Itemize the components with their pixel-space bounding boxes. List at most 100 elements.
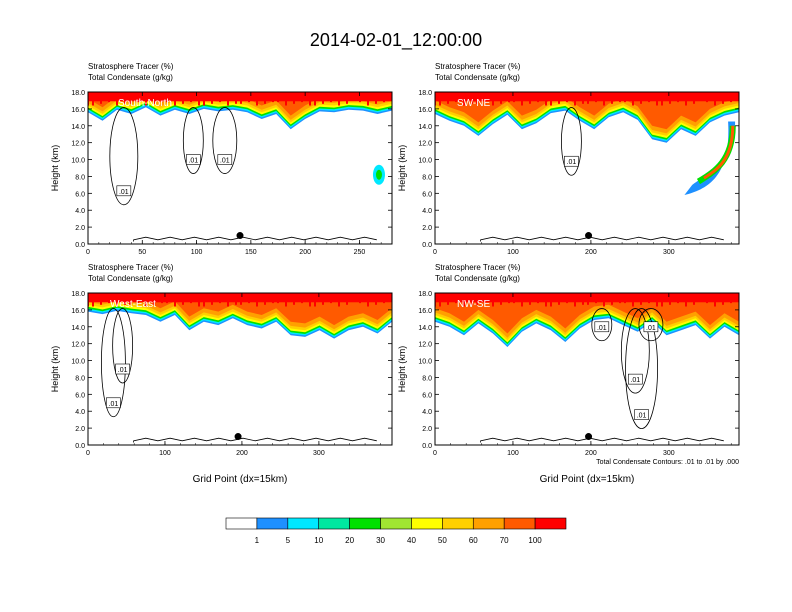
- colorbar-label: 70: [500, 536, 509, 545]
- y-tick-label: 18.0: [418, 90, 432, 97]
- colorbar-box: [225, 517, 258, 530]
- header-tracer: Stratosphere Tracer (%): [435, 62, 521, 71]
- y-axis-label: Height (km): [50, 346, 60, 393]
- contour-label-box: [186, 154, 201, 165]
- panel-frame: [87, 91, 393, 245]
- y-axis-label: Height (km): [397, 145, 407, 192]
- y-tick-label: 8.0: [422, 375, 432, 382]
- y-tick-label: 6.0: [422, 392, 432, 399]
- x-tick-label: 0: [433, 249, 437, 256]
- x-tick-label: 300: [663, 249, 675, 256]
- colorbar: 1 5 10 20 30 40 50 60 70 100: [225, 517, 567, 545]
- location-marker: [236, 232, 244, 240]
- header-tracer: Stratosphere Tracer (%): [88, 62, 174, 71]
- colorbar-box: [472, 517, 505, 530]
- colorbar-label: 10: [314, 536, 323, 545]
- x-tick-label: 100: [159, 450, 171, 457]
- colorbar-box: [411, 517, 443, 530]
- y-tick-label: 10.0: [71, 359, 85, 366]
- y-tick-label: 18.0: [71, 291, 85, 298]
- panel-west-east: .01 .01 West-East Stratosphere Tracer (%) To…: [50, 263, 393, 485]
- y-tick-label: 12.0: [418, 342, 432, 349]
- x-tick-label: 150: [245, 249, 257, 256]
- x-tick-label: 100: [191, 249, 203, 256]
- plot-area: [88, 92, 392, 242]
- contour-label: .01: [118, 367, 128, 374]
- x-tick-label: 300: [313, 450, 325, 457]
- colorbar-box: [287, 517, 320, 530]
- y-tick-label: 14.0: [71, 325, 85, 332]
- y-tick-label: 2.0: [422, 426, 432, 433]
- y-tick-label: 10.0: [418, 359, 432, 366]
- y-tick-label: 16.0: [71, 308, 85, 315]
- y-tick-label: 4.0: [75, 208, 85, 215]
- contour-label-box: [217, 154, 233, 165]
- x-axis-label: Grid Point (dx=15km): [540, 474, 635, 485]
- y-tick-label: 0.0: [422, 443, 432, 450]
- y-tick-label: 12.0: [71, 342, 85, 349]
- x-tick-label: 200: [585, 450, 597, 457]
- y-tick-label: 4.0: [422, 409, 432, 416]
- y-tick-label: 8.0: [75, 174, 85, 181]
- x-tick-label: 0: [433, 450, 437, 457]
- y-tick-label: 6.0: [422, 191, 432, 198]
- colorbar-label: 40: [407, 536, 416, 545]
- y-tick-label: 14.0: [418, 325, 432, 332]
- y-tick-label: 18.0: [71, 90, 85, 97]
- y-tick-label: 0.0: [75, 242, 85, 249]
- location-marker: [585, 232, 593, 240]
- panel-nw-se: .01 .01 .01 .01 NW-SE Stratosphere Tracer (%)…: [397, 263, 740, 485]
- colorbar-label: 1: [255, 536, 260, 545]
- y-tick-label: 16.0: [71, 107, 85, 114]
- x-tick-label: 100: [507, 249, 519, 256]
- x-tick-label: 0: [86, 249, 90, 256]
- header-tracer: Stratosphere Tracer (%): [88, 263, 174, 272]
- figure-title: 2014-02-01_12:00:00: [309, 30, 483, 50]
- header-tracer: Stratosphere Tracer (%): [435, 263, 521, 272]
- colorbar-box: [503, 517, 536, 530]
- y-tick-label: 0.0: [75, 443, 85, 450]
- x-tick-label: 300: [663, 450, 675, 457]
- y-tick-label: 6.0: [75, 392, 85, 399]
- panel-south-north: .01 .01 .01 South-North Stratosphere Tracer …: [50, 62, 393, 256]
- y-tick-label: 12.0: [418, 141, 432, 148]
- contour-label: .01: [597, 325, 607, 332]
- location-marker: [585, 433, 593, 441]
- contour-note: Total Condensate Contours: .01 to .01 by…: [596, 459, 739, 466]
- y-tick-label: 14.0: [71, 124, 85, 131]
- colorbar-label: 20: [345, 536, 354, 545]
- y-tick-label: 8.0: [75, 375, 85, 382]
- y-tick-label: 2.0: [422, 225, 432, 232]
- x-tick-label: 50: [138, 249, 146, 256]
- y-axis-label: Height (km): [50, 145, 60, 192]
- y-axis-label: Height (km): [397, 346, 407, 393]
- x-tick-label: 0: [86, 450, 90, 457]
- contour-label: .01: [109, 401, 119, 408]
- x-tick-label: 250: [354, 249, 366, 256]
- contour-label-box: [564, 155, 579, 167]
- x-tick-label: 200: [236, 450, 248, 457]
- y-tick-label: 6.0: [75, 191, 85, 198]
- colorbar-box: [256, 517, 289, 530]
- contour-label: .01: [630, 377, 640, 384]
- colorbar-label: 100: [528, 536, 542, 545]
- x-axis-label: Grid Point (dx=15km): [193, 474, 288, 485]
- y-tick-label: 4.0: [422, 208, 432, 215]
- y-tick-label: 0.0: [422, 242, 432, 249]
- colorbar-box: [534, 517, 567, 530]
- y-tick-label: 18.0: [418, 291, 432, 298]
- condensate-contours: [100, 308, 377, 443]
- header-condensate: Total Condensate (g/kg): [88, 274, 173, 283]
- contour-label: .01: [567, 159, 577, 166]
- contour-label: .01: [119, 189, 129, 196]
- y-tick-label: 12.0: [71, 141, 85, 148]
- y-tick-label: 10.0: [71, 158, 85, 165]
- contour-label-box: [106, 397, 121, 409]
- header-condensate: Total Condensate (g/kg): [435, 274, 520, 283]
- x-tick-label: 200: [299, 249, 311, 256]
- y-tick-label: 2.0: [75, 225, 85, 232]
- contour-label: .01: [646, 325, 656, 332]
- contour-label-box: [634, 409, 649, 420]
- colorbar-label: 50: [438, 536, 447, 545]
